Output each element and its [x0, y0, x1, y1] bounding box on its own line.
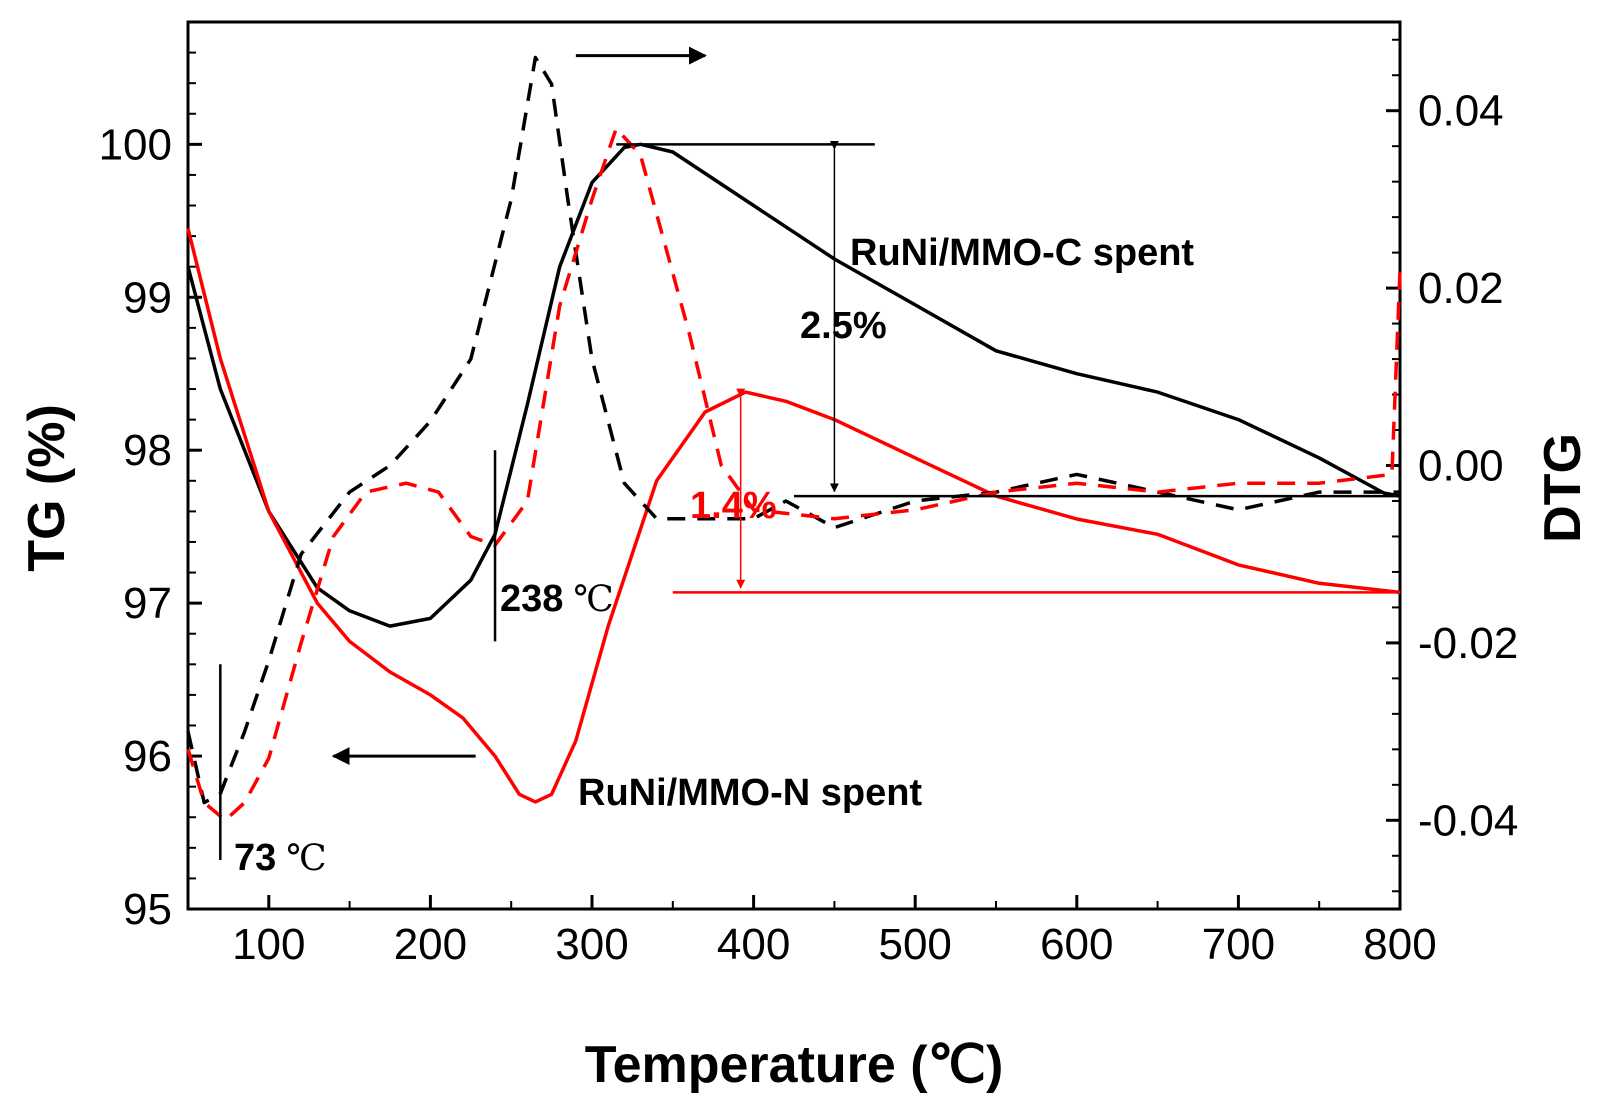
series-1-tg-solid — [186, 228, 1401, 804]
y-left-tick-label-96: 96 — [123, 732, 172, 781]
x-tick-label-500: 500 — [878, 920, 951, 969]
label-runi-mmo-c: RuNi/MMO-C spent — [850, 232, 1194, 274]
x-tick-label-100: 100 — [232, 920, 305, 969]
series-3-dtg-dashed — [186, 126, 1402, 823]
series-2-dtg-dashed — [186, 55, 1400, 805]
x-tick-label-300: 300 — [555, 920, 628, 969]
temp-unit-73: ℃ — [286, 838, 326, 879]
x-tick-label-400: 400 — [717, 920, 790, 969]
x-axis-title: Temperature (℃) — [585, 1036, 1004, 1094]
x-tick-label-700: 700 — [1202, 920, 1275, 969]
y-right-tick-label-2: 0.00 — [1418, 442, 1504, 491]
series-layer — [186, 55, 1402, 823]
temp-label-73: 73 ℃ — [234, 837, 327, 879]
series-0-tg-solid — [186, 142, 1401, 628]
temp-label-238: 238 ℃ — [500, 578, 614, 620]
y-left-tick-label-97: 97 — [123, 579, 172, 628]
temp-value-238: 238 — [500, 578, 563, 620]
temp-value-73: 73 — [234, 837, 276, 879]
y-left-axis-title: TG (%) — [18, 404, 76, 572]
y-right-tick-label-3: 0.02 — [1418, 264, 1504, 313]
y-left-tick-label-100: 100 — [99, 120, 172, 169]
y-right-tick-label-4: 0.04 — [1418, 87, 1504, 136]
label-runi-mmo-n: RuNi/MMO-N spent — [578, 772, 922, 814]
y-left-tick-label-99: 99 — [123, 273, 172, 322]
x-tick-label-600: 600 — [1040, 920, 1113, 969]
temp-unit-238: ℃ — [573, 579, 613, 620]
x-tick-label-800: 800 — [1363, 920, 1436, 969]
loss-label-n: 1.4% — [690, 485, 777, 527]
axis-ticks: 100 200 300 400 500 600 700 800 95 96 97 98 99 100 -0.… — [99, 38, 1518, 969]
x-tick-label-200: 200 — [394, 920, 467, 969]
y-right-tick-label-0: -0.04 — [1418, 796, 1518, 845]
y-right-axis-title: DTG — [1534, 433, 1592, 543]
y-left-tick-label-98: 98 — [123, 426, 172, 475]
annotation-layer — [219, 46, 1400, 861]
y-left-tick-label-95: 95 — [123, 885, 172, 934]
y-right-tick-label-1: -0.02 — [1418, 619, 1518, 668]
loss-label-c: 2.5% — [800, 305, 887, 347]
